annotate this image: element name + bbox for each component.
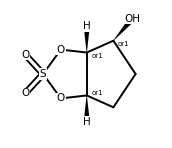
- Text: O: O: [21, 50, 29, 60]
- Polygon shape: [113, 16, 135, 41]
- Text: or1: or1: [91, 90, 103, 95]
- Text: O: O: [21, 88, 29, 98]
- Text: O: O: [57, 45, 65, 55]
- Polygon shape: [84, 26, 90, 53]
- Text: O: O: [57, 93, 65, 103]
- Text: H: H: [83, 21, 91, 31]
- Text: S: S: [40, 69, 46, 79]
- Text: H: H: [83, 117, 91, 127]
- Text: or1: or1: [118, 41, 130, 47]
- Polygon shape: [84, 95, 90, 122]
- Text: OH: OH: [125, 13, 141, 24]
- Text: or1: or1: [91, 53, 103, 58]
